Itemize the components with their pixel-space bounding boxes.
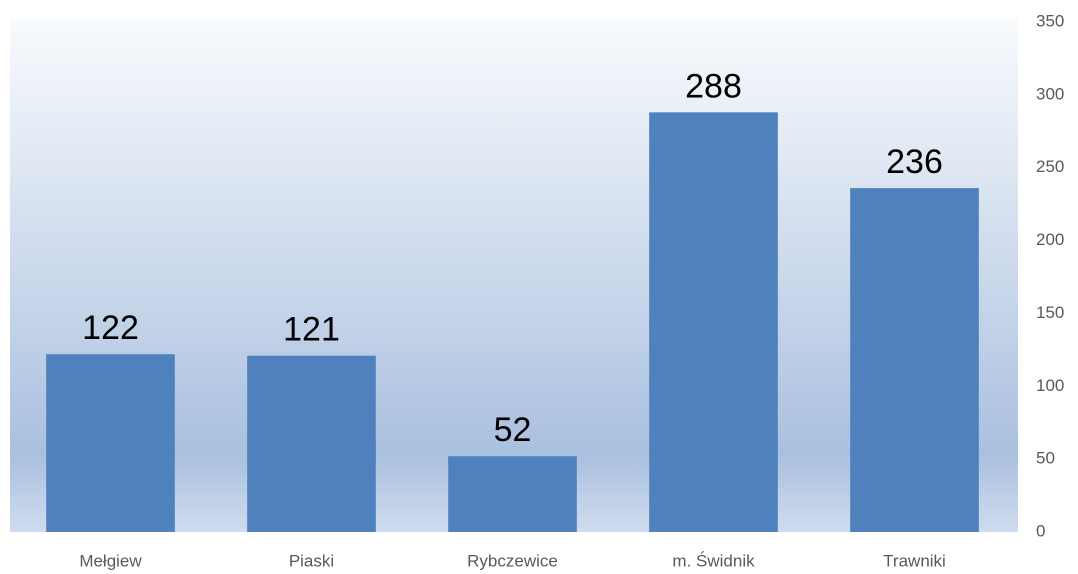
y-tick-label: 0 [1036,521,1045,540]
y-tick-label: 300 [1036,84,1064,103]
y-tick-label: 200 [1036,230,1064,249]
y-tick-label: 350 [1036,11,1064,30]
x-tick-label: Mełgiew [79,551,142,570]
bar [448,456,577,532]
x-tick-label: Piaski [289,551,334,570]
data-label: 52 [494,411,532,449]
y-tick-label: 50 [1036,449,1055,468]
data-label: 122 [82,309,139,347]
data-label: 288 [685,67,742,105]
plot-background [10,18,1018,532]
bar [247,355,376,532]
x-tick-label: Trawniki [883,551,946,570]
y-tick-label: 100 [1036,376,1064,395]
bar [649,112,778,532]
bar [850,188,979,532]
x-tick-label: m. Świdnik [672,551,755,570]
data-label: 121 [283,311,340,349]
y-tick-label: 250 [1036,157,1064,176]
data-label: 236 [886,143,943,181]
y-tick-label: 150 [1036,303,1064,322]
bar [46,354,175,532]
x-tick-label: Rybczewice [467,551,558,570]
